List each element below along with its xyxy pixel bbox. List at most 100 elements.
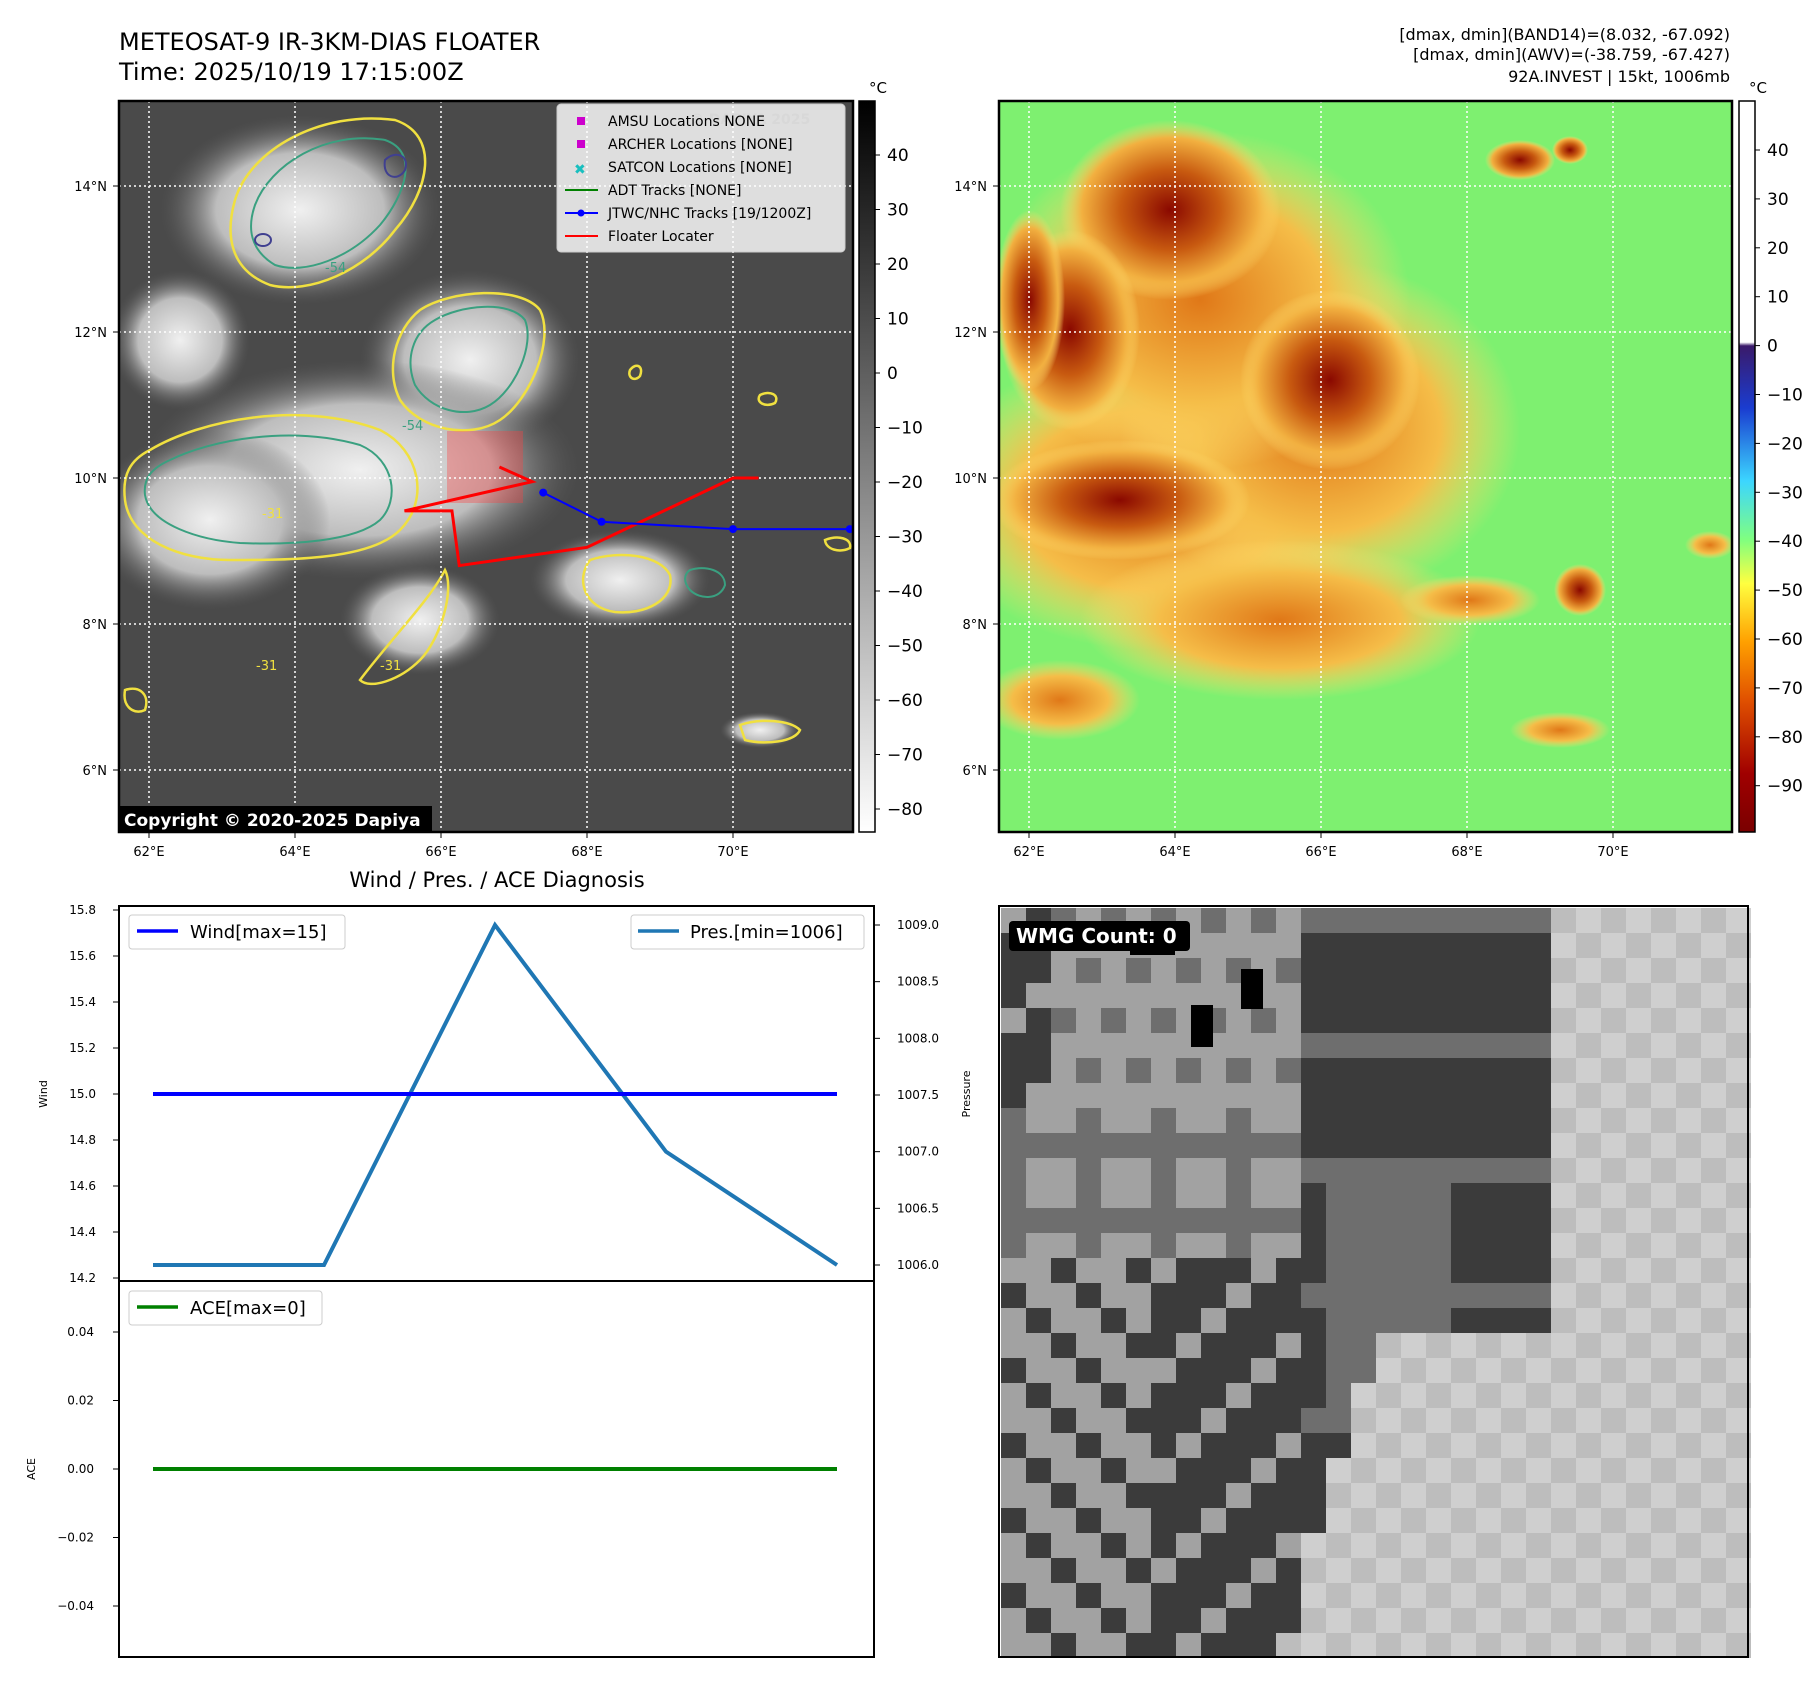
storm-info: 92A.INVEST | 15kt, 1006mb [1508, 67, 1730, 86]
wind-tick-label: 14.2 [69, 1271, 96, 1285]
lat-tick-label: 12°N [74, 326, 107, 341]
ir-colorbar-unit: °C [869, 79, 887, 97]
colorbar-tick-label: 20 [887, 255, 909, 275]
colorbar-tick-label: −10 [887, 419, 923, 439]
wind-tick-label: 15.2 [69, 1041, 96, 1055]
lon-tick-label: 64°E [279, 845, 310, 860]
awv-panel: °C 40 30 20 10 0 −10 −20 −30 −40 −50 −60 −70 −80 −90 [997, 79, 1803, 834]
wind-tick-label: 15.6 [69, 949, 96, 963]
ace-tick-label: −0.02 [57, 1531, 94, 1545]
pressure-legend: Pres.[min=1006] [630, 914, 865, 950]
awv-imagery [999, 101, 1732, 832]
lat-tick-label: 14°N [954, 180, 987, 195]
legend-archer: ARCHER Locations [NONE] [608, 137, 793, 153]
colorbar-tick-label: 30 [887, 201, 909, 221]
wind-ylabel: Wind [37, 1080, 50, 1108]
lat-tick-label: 10°N [954, 472, 987, 487]
wind-legend: Wind[max=15] [128, 914, 346, 950]
colorbar-tick-label: −40 [887, 582, 923, 602]
colorbar-tick-label: −10 [1767, 386, 1803, 406]
colorbar-tick-label: −20 [1767, 434, 1803, 454]
jtwc-track [542, 491, 850, 531]
lat-tick-label: 10°N [74, 472, 107, 487]
colorbar-tick-label: −80 [1767, 728, 1803, 748]
awv-gridlines [999, 101, 1732, 832]
ace-tick-label: 0.04 [67, 1325, 94, 1339]
contour-label: -31 [256, 659, 277, 674]
wind-legend-label: Wind[max=15] [190, 922, 327, 943]
contour-label: -31 [380, 659, 401, 674]
colorbar-tick-label: 0 [887, 364, 898, 384]
pressure-tick-label: 1007.0 [897, 1145, 939, 1159]
ace-tick-label: 0.02 [67, 1394, 94, 1408]
awv-colorbar-ticks: 40 30 20 10 0 −10 −20 −30 −40 −50 −60 −70 −80 −90 [1755, 141, 1803, 797]
wind-tick-label: 15.8 [69, 903, 96, 917]
wmg-label-box [1009, 921, 1190, 951]
legend-satcon: SATCON Locations [NONE] [608, 160, 792, 176]
watermark: © DAPIYA 2025 [690, 112, 810, 128]
wind-tick-label: 15.4 [69, 995, 96, 1009]
awv-colorbar-unit: °C [1749, 79, 1767, 97]
wind-tick-label: 14.4 [69, 1225, 96, 1239]
pressure-ylabel: Pressure [960, 1070, 973, 1117]
pressure-tick-label: 1009.0 [897, 918, 939, 932]
lon-tick-label: 68°E [571, 845, 602, 860]
satcon-x-icon: ✖ [574, 162, 586, 178]
colorbar-tick-label: −50 [1767, 581, 1803, 601]
colorbar-tick-label: 40 [1767, 141, 1789, 161]
lat-tick-label: 12°N [954, 326, 987, 341]
pressure-tick-label: 1008.0 [897, 1031, 939, 1045]
lon-tick-label: 66°E [1305, 845, 1336, 860]
colorbar-tick-label: 10 [887, 310, 909, 330]
colorbar-tick-label: 10 [1767, 288, 1789, 308]
jtwc-track-point [597, 517, 606, 526]
pressure-legend-label: Pres.[min=1006] [690, 922, 843, 943]
copyright-label: Copyright © 2020-2025 Dapiya [124, 811, 421, 831]
colorbar-tick-label: −80 [887, 800, 923, 820]
legend-floater: Floater Locater [608, 229, 714, 245]
lat-tick-label: 6°N [83, 764, 108, 779]
colorbar-tick-label: 0 [1767, 337, 1778, 357]
wind-tick-label: 15.0 [69, 1087, 96, 1101]
legend-jtwc: JTWC/NHC Tracks [19/1200Z] [607, 206, 811, 222]
colorbar-tick-label: −40 [1767, 532, 1803, 552]
wmg-panel: WMG Count: 0 [998, 905, 1751, 1658]
lon-tick-label: 70°E [1597, 845, 1628, 860]
ir-tracks [404, 465, 853, 568]
colorbar-tick-label: 20 [1767, 239, 1789, 259]
diag-ticks: 15.8 15.6 15.4 15.2 15.0 14.8 14.6 14.4 14.2 1009… [57, 903, 939, 1613]
lat-tick-label: 14°N [74, 180, 107, 195]
floater-track [404, 465, 759, 568]
wmg-count-label: WMG Count: 0 [1016, 924, 1177, 948]
awv-range: [dmax, dmin](AWV)=(-38.759, -67.427) [1413, 45, 1730, 64]
jtwc-track-point [729, 525, 737, 534]
diag-series [153, 921, 839, 1471]
colorbar-tick-label: −60 [1767, 630, 1803, 650]
lat-tick-label: 8°N [83, 618, 108, 633]
diag-title: Wind / Pres. / ACE Diagnosis [349, 868, 644, 892]
colorbar-tick-label: −30 [887, 528, 923, 548]
lon-tick-label: 66°E [425, 845, 456, 860]
contour-label: -31 [262, 507, 283, 522]
pressure-tick-label: 1007.5 [897, 1088, 939, 1102]
colorbar-tick-label: −70 [1767, 679, 1803, 699]
wmg-imagery [1001, 908, 1751, 1658]
pressure-series-line [153, 921, 839, 1267]
colorbar-tick-label: −70 [887, 746, 923, 766]
ace-tick-label: −0.04 [57, 1599, 94, 1613]
lon-tick-label: 62°E [133, 845, 164, 860]
ace-ylabel: ACE [25, 1458, 38, 1480]
pressure-tick-label: 1006.0 [897, 1258, 939, 1272]
jtwc-track-point [845, 525, 853, 534]
ace-legend-label: ACE[max=0] [190, 1298, 306, 1319]
colorbar-tick-label: −20 [887, 473, 923, 493]
colorbar-tick-label: −90 [1767, 777, 1803, 797]
lon-tick-label: 64°E [1159, 845, 1190, 860]
legend-amsu: AMSU Locations NONE [608, 114, 765, 130]
jtwc-track-point [539, 488, 548, 497]
awv-colorbar [1738, 100, 1756, 833]
wind-tick-label: 14.6 [69, 1179, 96, 1193]
pressure-tick-label: 1006.5 [897, 1201, 939, 1215]
archer-marker-icon [577, 140, 585, 148]
